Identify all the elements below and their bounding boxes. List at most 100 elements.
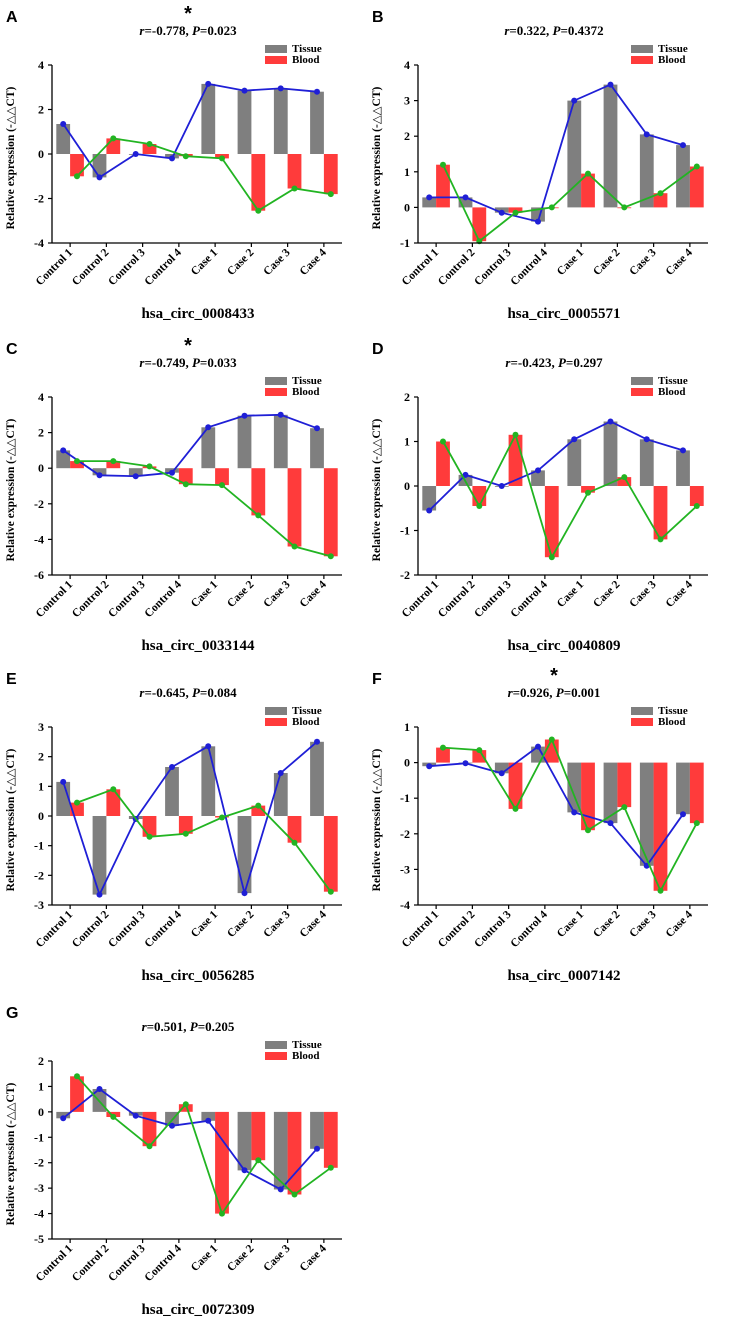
blood-point	[548, 204, 555, 211]
tissue-point	[314, 1145, 320, 1152]
x-category-label: Case 2	[225, 578, 256, 609]
blood-point	[146, 141, 153, 147]
stat-title: r=0.926, P=0.001	[508, 685, 601, 700]
y-tick-label: -4	[34, 532, 44, 546]
stat-title: r=-0.645, P=0.084	[139, 685, 237, 700]
panel-letter: B	[372, 9, 384, 26]
tissue-point	[205, 1117, 212, 1124]
blood-point	[182, 830, 189, 837]
blood-point	[219, 482, 225, 489]
blood-bar	[70, 1076, 84, 1112]
y-tick-label: 0	[38, 461, 44, 475]
y-tick-label: -6	[34, 568, 44, 582]
stat-label: =	[147, 1019, 154, 1034]
y-tick-label: 1	[404, 165, 410, 179]
y-tick-label: 3	[404, 94, 410, 108]
tissue-point	[277, 85, 284, 92]
tissue-point	[462, 194, 469, 201]
y-tick-label: -2	[400, 568, 410, 582]
x-category-label: Case 1	[555, 246, 586, 277]
tissue-point	[571, 436, 578, 443]
blood-point	[291, 839, 298, 846]
x-category-label: Control 2	[70, 1242, 112, 1284]
tissue-point	[643, 436, 650, 443]
y-tick-label: -1	[400, 236, 410, 250]
blood-bar	[653, 762, 668, 891]
blood-bar	[689, 486, 704, 506]
gene-label: hsa_circ_0005571	[507, 306, 620, 322]
x-category-label: Case 1	[555, 578, 586, 609]
gene-label: hsa_circ_0033144	[141, 638, 255, 654]
tissue-bar	[639, 134, 654, 208]
y-tick-label: 0	[38, 809, 44, 823]
stat-label: =	[510, 355, 517, 370]
tissue-point	[426, 763, 433, 770]
x-category-label: Case 4	[298, 908, 329, 939]
tissue-bar	[422, 197, 437, 208]
x-category-label: Control 4	[142, 578, 184, 620]
stat-label: ,	[551, 355, 558, 370]
tissue-point	[314, 425, 320, 432]
tissue-point	[205, 743, 212, 750]
stat-label: P	[553, 23, 562, 38]
y-tick-label: -4	[400, 898, 410, 912]
stat-label: =	[200, 23, 207, 38]
stat-value: -0.749	[152, 355, 186, 370]
tissue-bar	[310, 428, 324, 469]
stat-label: r	[142, 1019, 148, 1034]
y-tick-label: -2	[34, 1156, 44, 1170]
tissue-series-line	[62, 82, 318, 179]
tissue-bar	[310, 1111, 324, 1149]
blood-point	[548, 736, 555, 743]
tissue-series-line	[429, 745, 684, 868]
tissue-point	[60, 447, 67, 454]
blood-point	[327, 888, 334, 895]
x-category-label: Control 1	[400, 908, 442, 950]
blood-point	[657, 536, 664, 543]
panel-letter: E	[6, 671, 17, 688]
x-category-label: Case 2	[225, 908, 256, 939]
y-tick-label: 2	[38, 103, 44, 117]
stat-label: ,	[185, 685, 192, 700]
x-category-label: Case 4	[664, 578, 695, 609]
legend-blood-label: Blood	[658, 54, 686, 66]
blood-point	[110, 458, 117, 465]
blood-point	[693, 503, 700, 509]
x-category-label: Case 2	[225, 1242, 256, 1273]
panel-d: Dr=-0.423, P=0.297TissueBlood-2-1012Cont…	[371, 341, 708, 654]
tissue-point	[169, 1122, 175, 1129]
tissue-bar	[237, 1111, 252, 1171]
legend-tissue-label: Tissue	[292, 43, 322, 55]
y-tick-label: -4	[34, 236, 44, 250]
blood-bar	[70, 461, 84, 469]
tissue-point	[132, 151, 139, 157]
blood-bar	[581, 486, 595, 493]
blood-bar	[653, 486, 668, 540]
tissue-point	[277, 411, 284, 418]
legend-blood-label: Blood	[658, 716, 686, 728]
stat-label: r	[139, 685, 145, 700]
stat-label: r	[508, 685, 514, 700]
legend-tissue-swatch	[631, 377, 653, 385]
stat-label: =	[144, 355, 151, 370]
x-category-label: Control 1	[34, 246, 76, 288]
stat-label: P	[192, 355, 201, 370]
tissue-bar	[676, 450, 690, 486]
x-category-label: Case 3	[627, 246, 658, 277]
x-category-label: Control 3	[106, 1242, 148, 1284]
tissue-point	[680, 811, 686, 818]
x-category-label: Control 3	[472, 246, 514, 288]
blood-bar	[323, 1111, 338, 1168]
tissue-point	[169, 764, 175, 770]
x-category-label: Control 2	[70, 578, 112, 620]
blood-series-line	[76, 788, 332, 893]
stat-label: P	[556, 685, 565, 700]
blood-bar	[581, 173, 595, 208]
x-category-label: Control 4	[142, 246, 184, 288]
blood-point	[74, 173, 80, 180]
tissue-point	[607, 418, 614, 425]
legend-blood-swatch	[265, 1052, 287, 1060]
tissue-bar	[201, 427, 216, 469]
x-category-label: Case 4	[298, 1242, 329, 1273]
tissue-bar	[273, 1111, 288, 1190]
